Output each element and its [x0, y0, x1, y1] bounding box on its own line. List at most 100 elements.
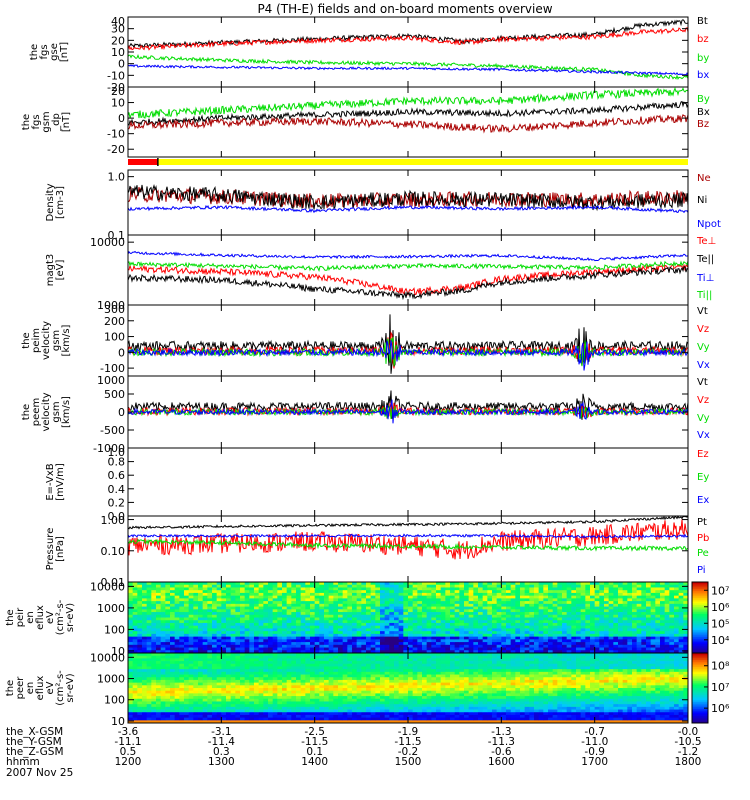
spectrogram-cell — [590, 601, 596, 605]
spectrogram-cell — [529, 625, 535, 629]
spectrogram-cell — [244, 622, 250, 627]
spectrogram-cell — [137, 642, 143, 646]
spectrogram-cell — [263, 603, 269, 607]
spectrogram-cell — [305, 709, 311, 713]
spectrogram-cell — [142, 674, 148, 678]
spectrogram-cell — [310, 592, 316, 597]
spectrogram-cell — [179, 612, 185, 616]
spectrogram-cell — [660, 642, 666, 646]
spectrogram-cell — [585, 584, 591, 588]
spectrogram-cell — [254, 614, 260, 618]
spectrogram-cell — [282, 655, 288, 659]
spectrogram-cell — [314, 595, 320, 599]
spectrogram-cell — [221, 612, 227, 616]
spectrogram-cell — [352, 671, 358, 675]
spectrogram-cell — [576, 650, 582, 654]
spectrogram-cell — [361, 696, 367, 700]
spectrogram-cell — [202, 625, 208, 629]
spectrogram-cell — [258, 663, 264, 667]
spectrogram-cell — [543, 590, 549, 594]
spectrogram-cell — [436, 620, 442, 624]
spectrogram-cell — [515, 612, 521, 616]
spectrogram-cell — [319, 688, 325, 692]
spectrogram-cell — [403, 636, 409, 640]
spectrogram-cell — [473, 650, 479, 654]
spectrogram-cell — [174, 606, 180, 610]
spectrogram-cell — [366, 587, 372, 591]
spectrogram-cell — [352, 595, 358, 599]
spectrogram-cell — [524, 639, 530, 643]
spectrogram-cell — [165, 682, 171, 686]
spectrogram-cell — [258, 620, 264, 624]
spectrogram-cell — [422, 606, 428, 610]
spectrogram-cell — [258, 606, 264, 610]
spectrogram-cell — [482, 614, 488, 618]
spectrogram-cell — [310, 614, 316, 618]
spectrogram-cell — [310, 636, 316, 640]
spectrogram-cell — [641, 620, 647, 624]
spectrogram-cell — [226, 628, 232, 632]
spectrogram-cell — [613, 620, 619, 624]
spectrogram-cell — [356, 663, 362, 667]
spectrogram-cell — [515, 582, 521, 586]
spectrogram-cell — [170, 639, 176, 643]
spectrogram-cell — [538, 595, 544, 599]
spectrogram-cell — [142, 663, 148, 667]
spectrogram-cell — [207, 720, 213, 724]
spectrogram-cell — [254, 666, 260, 670]
spectrogram-cell — [305, 584, 311, 588]
spectrogram-cell — [674, 587, 680, 591]
spectrogram-cell — [342, 584, 348, 588]
spectrogram-cell — [235, 582, 241, 586]
spectrogram-cell — [137, 647, 143, 651]
spectrogram-cell — [235, 587, 241, 591]
legend-Ti⊥: Ti⊥ — [696, 273, 714, 284]
spectrogram-cell — [249, 693, 255, 697]
spectrogram-cell — [352, 631, 358, 635]
spectrogram-cell — [272, 653, 278, 657]
spectrogram-cell — [636, 644, 642, 648]
spectrogram-cell — [170, 601, 176, 605]
spectrogram-cell — [342, 606, 348, 610]
spectrogram-cell — [548, 631, 554, 635]
spectrogram-cell — [184, 720, 190, 724]
spectrogram-cell — [170, 663, 176, 667]
spectrogram-cell — [496, 603, 502, 607]
spectrogram-cell — [510, 642, 516, 646]
spectrogram-cell — [487, 592, 493, 597]
spectrogram-cell — [300, 644, 306, 648]
spectrogram-cell — [431, 628, 437, 632]
spectrogram-cell — [272, 671, 278, 675]
spectrogram-cell — [319, 720, 325, 724]
spectrogram-cell — [599, 647, 605, 651]
spectrogram-cell — [146, 679, 152, 684]
spectrogram-cell — [188, 698, 194, 702]
spectrogram-cell — [641, 601, 647, 605]
spectrogram-cell — [347, 698, 353, 702]
spectrogram-cell — [534, 598, 540, 602]
spectrogram-cell — [454, 644, 460, 648]
spectrogram-cell — [473, 590, 479, 594]
spectrogram-cell — [580, 622, 586, 627]
spectrogram-cell — [468, 601, 474, 605]
spectrogram-cell — [291, 698, 297, 702]
spectrogram-cell — [529, 620, 535, 624]
spectrogram-cell — [445, 592, 451, 597]
colorbar-tick-label: 10⁴ — [711, 634, 730, 647]
spectrogram-cell — [678, 603, 684, 607]
spectrogram-cell — [538, 625, 544, 629]
spectrogram-cell — [529, 582, 535, 586]
spectrogram-cell — [487, 642, 493, 646]
spectrogram-cell — [454, 617, 460, 621]
spectrogram-cell — [380, 720, 386, 724]
series-line-Vt — [127, 314, 689, 374]
spectrogram-cell — [487, 617, 493, 621]
spectrogram-cell — [179, 592, 185, 597]
spectrogram-cell — [333, 633, 339, 638]
spectrogram-cell — [174, 653, 180, 657]
spectrogram-cell — [184, 663, 190, 667]
spectrogram-cell — [557, 614, 563, 618]
spectrogram-cell — [650, 603, 656, 607]
spectrogram-cell — [515, 625, 521, 629]
spectrogram-cell — [184, 712, 190, 716]
